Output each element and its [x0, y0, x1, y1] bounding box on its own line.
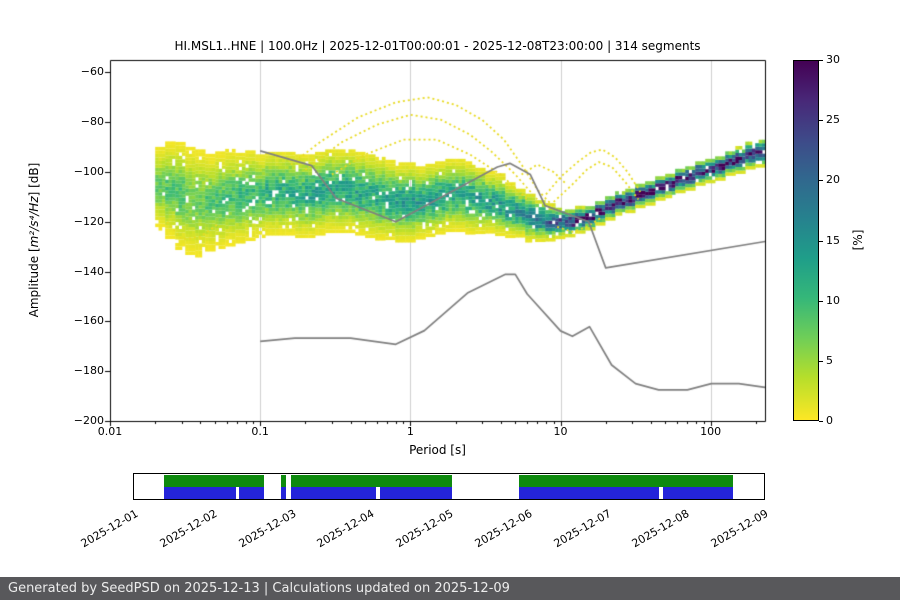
y-tick-label: −160	[73, 314, 104, 328]
colorbar-tick-mark	[819, 120, 823, 121]
date-tick-label: 2025-12-09	[708, 507, 771, 551]
y-tick-label: −100	[73, 165, 104, 179]
colorbar-tick-mark	[819, 361, 823, 362]
availability-blue-segment	[662, 487, 734, 499]
y-tick-label: −60	[80, 65, 104, 79]
date-tick-label: 2025-12-01	[78, 507, 141, 551]
x-axis-label: Period [s]	[409, 443, 466, 457]
y-tick-label: −80	[80, 115, 104, 129]
availability-green-segment	[290, 475, 453, 487]
plot-canvas	[0, 0, 900, 470]
availability-blue-segment	[281, 487, 286, 499]
availability-green-segment	[281, 475, 286, 487]
date-tick-label: 2025-12-08	[629, 507, 692, 551]
footer-statusbar: Generated by SeedPSD on 2025-12-13 | Cal…	[0, 577, 900, 600]
date-tick-label: 2025-12-07	[551, 507, 613, 551]
y-axis-label-prefix: Amplitude [	[27, 247, 41, 318]
colorbar-tick-mark	[819, 60, 823, 61]
colorbar-tick-mark	[819, 421, 823, 422]
y-tick-label: −140	[73, 264, 104, 278]
colorbar-tick-label: 30	[826, 53, 840, 66]
colorbar-tick-label: 20	[826, 173, 840, 187]
availability-blue-segment	[379, 487, 453, 499]
colorbar-gradient	[793, 60, 819, 421]
availability-blue-segment	[518, 487, 659, 499]
availability-bar	[133, 473, 765, 500]
date-tick-label: 2025-12-02	[157, 507, 220, 551]
x-tick-label: 0.1	[251, 425, 269, 438]
date-tick-label: 2025-12-03	[236, 507, 298, 551]
colorbar-tick-mark	[819, 241, 823, 242]
date-tick-label: 2025-12-05	[393, 507, 456, 551]
availability-blue-segment	[163, 487, 237, 499]
date-tick-label: 2025-12-06	[472, 507, 535, 551]
colorbar-tick-label: 0	[826, 414, 833, 427]
y-tick-label: −180	[73, 364, 104, 378]
colorbar-tick-label: 10	[826, 293, 840, 307]
colorbar-tick-label: 5	[826, 353, 833, 367]
colorbar-tick-label: 25	[826, 113, 840, 127]
x-tick-label: 100	[700, 425, 722, 438]
x-tick-label: 1	[406, 425, 414, 438]
x-tick-label: 0.01	[97, 425, 123, 438]
plot-title: HI.MSL1..HNE | 100.0Hz | 2025-12-01T00:0…	[174, 39, 701, 53]
y-tick-label: −200	[73, 414, 104, 427]
date-tick-label: 2025-12-04	[314, 507, 377, 551]
colorbar-tick-label: 15	[826, 233, 840, 247]
availability-green-segment	[518, 475, 734, 487]
availability-blue-segment	[290, 487, 376, 499]
availability-blue-segment	[239, 487, 264, 499]
y-axis-label-units: m²/s⁴/Hz	[27, 196, 41, 248]
x-tick-label: 10	[553, 425, 568, 438]
y-tick-label: −120	[73, 214, 104, 228]
colorbar-tick-mark	[819, 301, 823, 302]
y-axis-label-suffix: ] [dB]	[27, 162, 41, 197]
colorbar-tick-mark	[819, 180, 823, 181]
y-axis-label: Amplitude [m²/s⁴/Hz] [dB]	[27, 163, 41, 318]
availability-green-segment	[163, 475, 264, 487]
